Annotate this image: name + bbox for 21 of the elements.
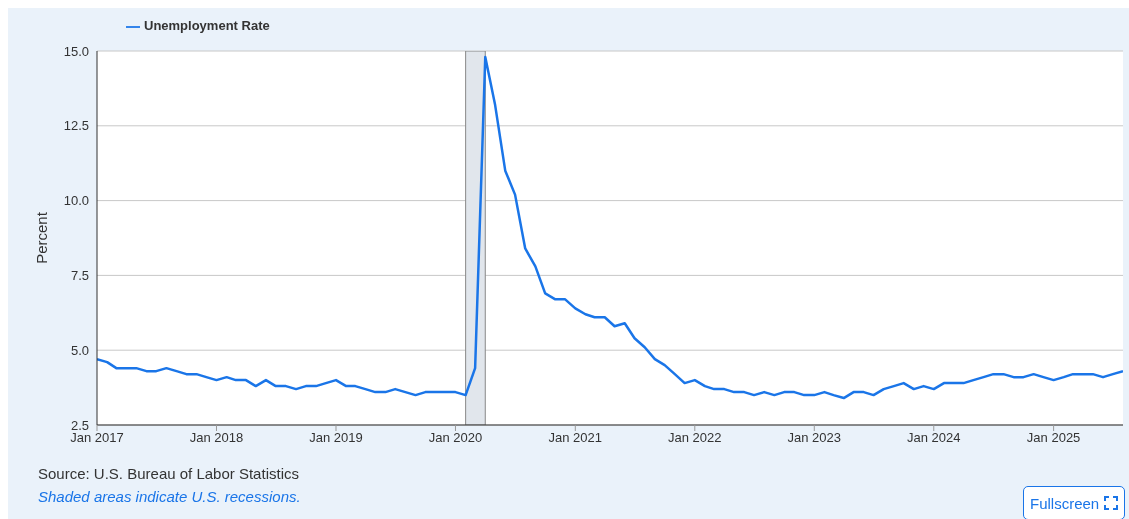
text: Shaded areas indicate U.S. recessions. — [38, 488, 301, 505]
y-tick-label: 2.5 — [70, 417, 89, 433]
line-series — [97, 55, 1123, 400]
x-tick-label: Jan 2017 — [70, 430, 124, 446]
y-tick-label: 12.5 — [63, 118, 89, 134]
x-tick-label: Jan 2023 — [787, 430, 842, 446]
x-tick-label: Jan 2018 — [189, 430, 244, 446]
source-note: Source: U.S. Bureau of Labor Statistics — [38, 465, 300, 482]
legend-label: Unemployment Rate — [144, 18, 270, 33]
y-tick-label: 15.0 — [63, 43, 89, 59]
x-tick-label: Jan 2024 — [907, 430, 961, 446]
x-tick-label: Jan 2019 — [309, 430, 363, 446]
x-tick-label: Jan 2022 — [668, 430, 722, 446]
y-tick-label: 5.0 — [70, 342, 89, 358]
x-tick-label: Jan 2021 — [548, 430, 603, 446]
y-tick-label: 7.5 — [70, 268, 89, 284]
x-tick-label: Jan 2020 — [428, 430, 483, 446]
x-tick-label: Jan 2025 — [1026, 430, 1081, 446]
y-tick-label: 10.0 — [63, 193, 89, 209]
y-axis-title: Percent — [33, 211, 51, 264]
text: Fullscreen — [1030, 494, 1100, 512]
